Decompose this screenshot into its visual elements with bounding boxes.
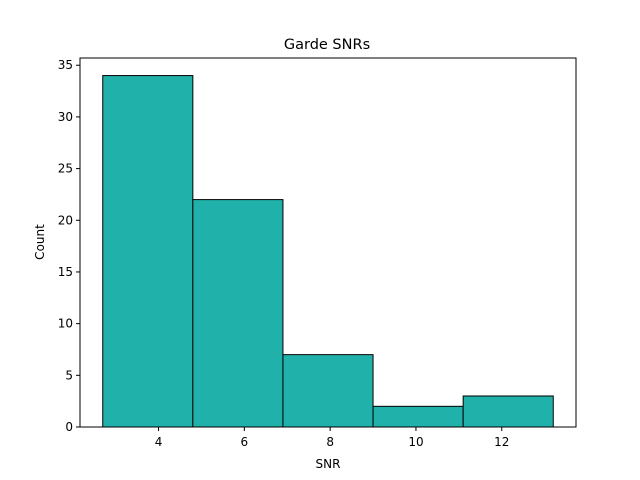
y-tick-label: 30 xyxy=(58,110,73,124)
y-tick-label: 15 xyxy=(58,265,73,279)
y-tick-label: 25 xyxy=(58,162,73,176)
y-tick-label: 0 xyxy=(65,420,73,434)
histogram-bar xyxy=(462,395,554,428)
x-axis-label: SNR xyxy=(316,457,341,471)
bars-group xyxy=(102,75,554,428)
chart-title: Garde SNRs xyxy=(284,37,370,53)
x-tick-label: 6 xyxy=(241,435,249,449)
y-tick-label: 35 xyxy=(58,58,73,72)
x-tick-label: 4 xyxy=(155,435,163,449)
x-axis-ticks: 4 6 8 10 12 xyxy=(155,427,509,449)
histogram-bar xyxy=(282,354,374,428)
x-tick-label: 12 xyxy=(494,435,509,449)
x-tick-label: 10 xyxy=(408,435,423,449)
y-tick-label: 20 xyxy=(58,213,73,227)
y-tick-label: 5 xyxy=(65,368,73,382)
histogram-bar xyxy=(102,75,194,428)
y-axis-label: Count xyxy=(33,224,47,260)
x-tick-label: 8 xyxy=(326,435,334,449)
histogram-bar xyxy=(372,405,464,428)
y-tick-label: 10 xyxy=(58,317,73,331)
histogram-bar xyxy=(192,199,284,428)
plot-area-frame xyxy=(79,57,577,428)
y-axis-ticks: 0 5 10 15 20 25 30 35 xyxy=(58,58,80,434)
